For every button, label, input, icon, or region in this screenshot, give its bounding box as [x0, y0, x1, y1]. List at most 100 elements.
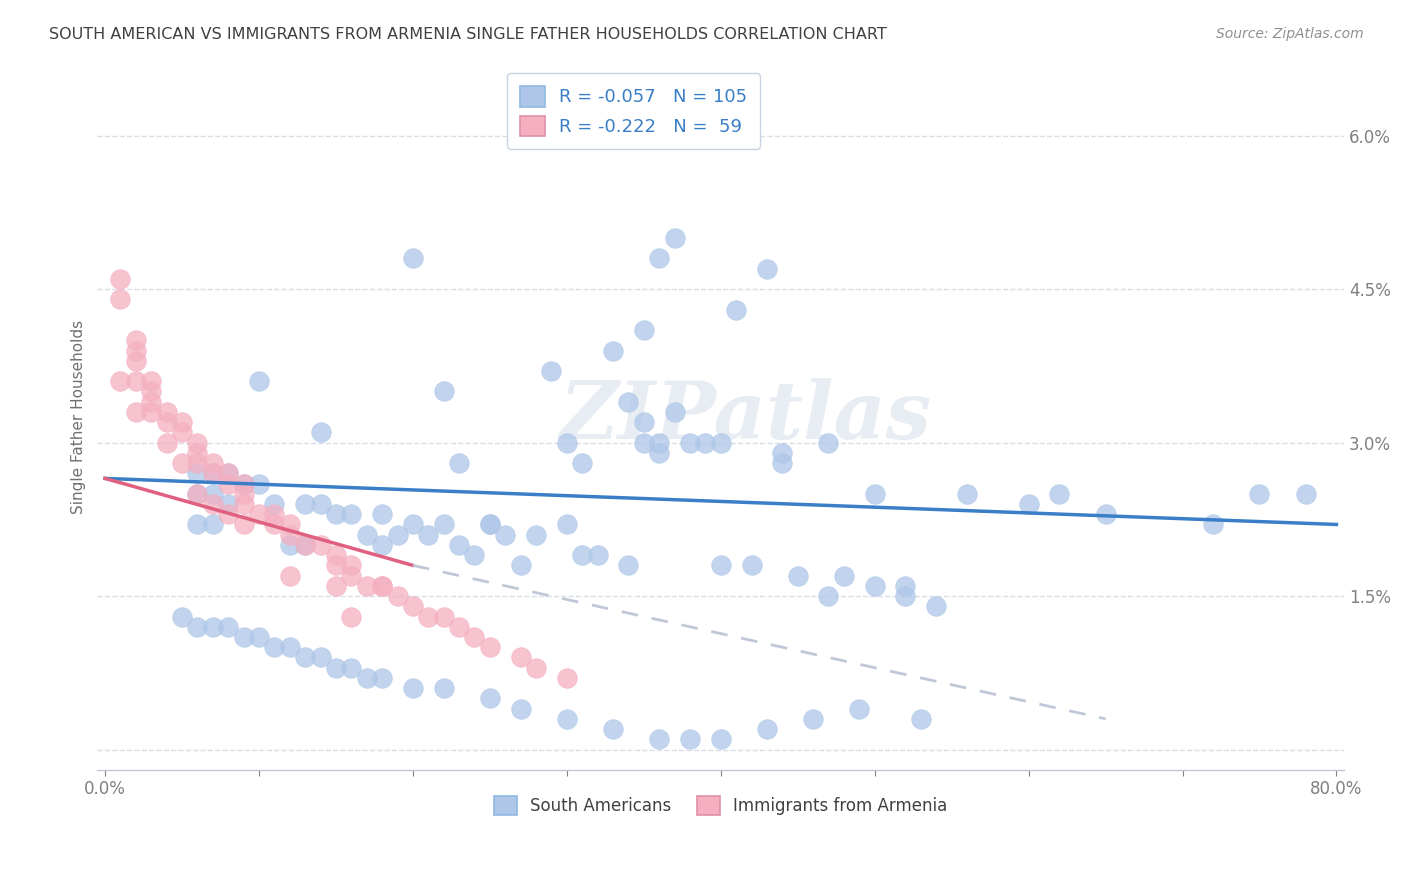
Point [755, 261, 778, 276]
Point [156, 405, 179, 419]
Point [340, 609, 363, 624]
Point [679, 732, 702, 747]
Point [633, 435, 655, 450]
Point [433, 609, 456, 624]
Point [110, 293, 132, 307]
Point [186, 487, 208, 501]
Point [356, 671, 378, 685]
Point [633, 323, 655, 337]
Point [325, 558, 347, 573]
Point [125, 343, 148, 358]
Point [433, 681, 456, 695]
Point [371, 507, 394, 521]
Point [664, 405, 686, 419]
Point [217, 507, 239, 521]
Point [125, 405, 148, 419]
Point [648, 435, 671, 450]
Point [170, 415, 193, 429]
Point [201, 620, 224, 634]
Point [449, 456, 471, 470]
Point [555, 671, 578, 685]
Point [201, 467, 224, 481]
Point [141, 374, 163, 388]
Point [910, 712, 932, 726]
Point [402, 517, 425, 532]
Point [340, 661, 363, 675]
Point [217, 467, 239, 481]
Point [848, 701, 870, 715]
Point [863, 579, 886, 593]
Point [463, 630, 485, 644]
Point [170, 425, 193, 440]
Point [340, 507, 363, 521]
Point [679, 435, 702, 450]
Point [1202, 517, 1225, 532]
Point [463, 548, 485, 562]
Point [433, 384, 456, 399]
Y-axis label: Single Father Households: Single Father Households [72, 320, 86, 514]
Point [770, 446, 793, 460]
Point [356, 579, 378, 593]
Point [186, 620, 208, 634]
Point [602, 722, 624, 736]
Point [340, 558, 363, 573]
Point [1018, 497, 1040, 511]
Point [263, 640, 285, 655]
Point [232, 497, 254, 511]
Point [247, 507, 270, 521]
Text: Source: ZipAtlas.com: Source: ZipAtlas.com [1216, 27, 1364, 41]
Point [695, 435, 717, 450]
Point [617, 558, 640, 573]
Point [755, 722, 778, 736]
Point [524, 527, 547, 541]
Point [509, 78, 531, 92]
Point [170, 609, 193, 624]
Point [586, 548, 609, 562]
Point [141, 384, 163, 399]
Point [402, 252, 425, 266]
Point [309, 497, 332, 511]
Point [402, 599, 425, 614]
Point [402, 681, 425, 695]
Point [340, 568, 363, 582]
Point [894, 589, 917, 603]
Point [633, 415, 655, 429]
Point [309, 650, 332, 665]
Point [141, 394, 163, 409]
Point [710, 558, 733, 573]
Point [232, 487, 254, 501]
Point [186, 517, 208, 532]
Point [1047, 487, 1070, 501]
Point [817, 589, 839, 603]
Point [449, 620, 471, 634]
Point [201, 456, 224, 470]
Point [217, 497, 239, 511]
Point [371, 671, 394, 685]
Point [478, 517, 501, 532]
Point [648, 446, 671, 460]
Point [863, 487, 886, 501]
Point [125, 374, 148, 388]
Point [170, 456, 193, 470]
Point [371, 579, 394, 593]
Point [325, 579, 347, 593]
Point [540, 364, 562, 378]
Point [387, 589, 409, 603]
Point [555, 712, 578, 726]
Point [110, 272, 132, 286]
Point [186, 487, 208, 501]
Point [956, 487, 979, 501]
Point [801, 712, 824, 726]
Point [325, 507, 347, 521]
Point [201, 517, 224, 532]
Point [648, 252, 671, 266]
Point [247, 374, 270, 388]
Point [371, 538, 394, 552]
Point [125, 353, 148, 368]
Point [278, 527, 301, 541]
Point [110, 374, 132, 388]
Point [894, 579, 917, 593]
Point [725, 302, 748, 317]
Point [710, 435, 733, 450]
Point [325, 661, 347, 675]
